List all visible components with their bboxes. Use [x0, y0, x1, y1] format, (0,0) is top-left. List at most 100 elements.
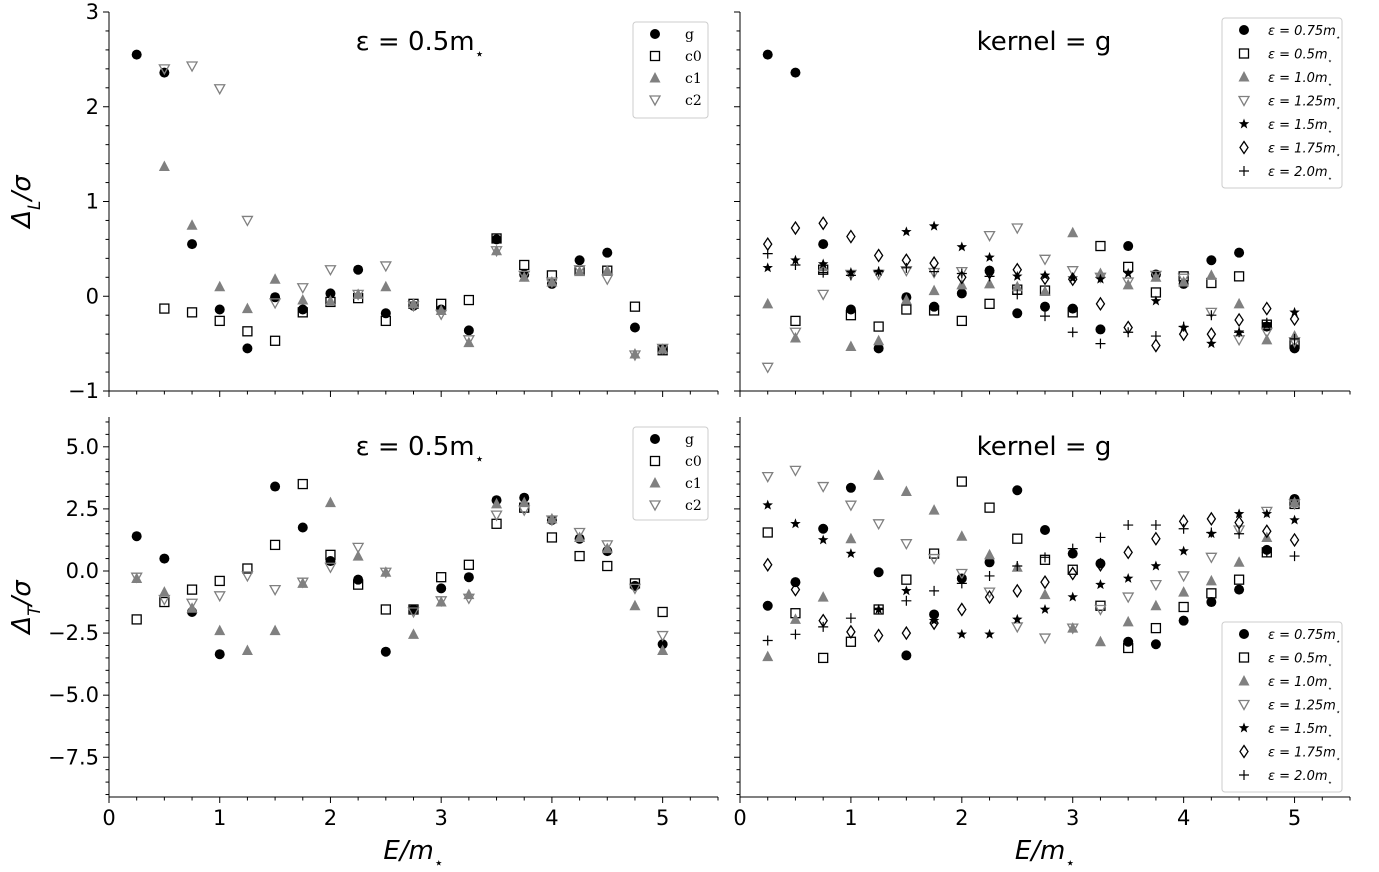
series-2-point-12 — [491, 244, 503, 256]
x-tick-label: 2 — [955, 806, 968, 830]
series-6-point-14 — [1150, 331, 1161, 342]
series-4-point-6 — [928, 220, 940, 231]
series-1-point-11 — [463, 294, 475, 306]
series-1-point-17 — [1233, 574, 1245, 585]
series-1-point-16 — [574, 550, 585, 562]
series-5-point-3 — [846, 229, 856, 244]
series-4-point-0 — [762, 499, 773, 510]
series-3-point-18 — [628, 583, 642, 595]
series-5-point-18 — [1262, 524, 1272, 539]
series-2-point-5 — [269, 624, 281, 636]
series-2-point-3 — [845, 340, 857, 351]
series-2-point-7 — [956, 530, 968, 541]
legend-marker-4-point-0 — [1238, 722, 1250, 733]
series-3-point-9 — [1011, 223, 1024, 235]
series-1-point-0 — [762, 527, 773, 538]
series-3-point-2 — [213, 84, 226, 96]
series-0-point-0 — [131, 49, 142, 60]
series-2-point-16 — [1205, 574, 1217, 586]
series-1-point-5 — [928, 305, 940, 316]
series-2-point-0 — [762, 650, 774, 662]
series-3-point-4 — [872, 519, 885, 531]
series-0-point-15 — [1178, 615, 1189, 626]
series-6 — [762, 248, 1300, 349]
series-0-point-16 — [1206, 597, 1217, 608]
legend-marker-3-point-0 — [1237, 699, 1251, 711]
series-3-point-0 — [761, 471, 774, 483]
series-5-point-3 — [846, 624, 856, 640]
series-3-point-16 — [601, 274, 614, 286]
series-3-point-14 — [518, 505, 531, 517]
series-0-point-10 — [1040, 301, 1050, 312]
series-2-point-5 — [900, 485, 912, 497]
series-0-point-4 — [270, 481, 281, 492]
x-tick-label: 2 — [324, 806, 337, 830]
series-0-point-10 — [1040, 525, 1050, 536]
series-3-point-16 — [573, 527, 586, 539]
series-6-point-9 — [1012, 561, 1023, 572]
series-2-point-6 — [928, 504, 940, 515]
series-2-point-11 — [463, 336, 475, 348]
y-tick-label: 3 — [86, 0, 99, 24]
series-1-point-15 — [1178, 601, 1189, 613]
series-6-point-11 — [1067, 327, 1078, 338]
series-0-point-3 — [845, 304, 856, 315]
series-6-point-3 — [845, 613, 856, 624]
series-4-point-10 — [1039, 269, 1051, 280]
series-3-point-11 — [435, 596, 448, 608]
series-1-point-2 — [818, 652, 829, 664]
series-3-point-7 — [955, 266, 968, 278]
legend-label: ε = 0.75m⋆ — [1268, 24, 1341, 42]
series-4-point-10 — [1039, 603, 1051, 614]
series-3-point-15 — [573, 265, 586, 277]
series-0-point-5 — [270, 292, 281, 303]
series-5-point-7 — [957, 270, 967, 285]
series-4-point-18 — [1261, 508, 1273, 519]
series-1-point-8 — [984, 502, 995, 513]
legend: ε = 0.75m⋆ ε = 0.5m⋆ ε = 1.0m⋆ ε = 1.25m⋆ ε … — [1221, 17, 1343, 189]
series-1-point-9 — [1012, 533, 1023, 544]
y-tick-label: 5.0 — [66, 435, 99, 459]
series-4-point-19 — [1289, 514, 1300, 525]
series-4-point-0 — [762, 262, 773, 273]
x-tick-label: 3 — [1066, 806, 1079, 830]
series-3-point-13 — [1122, 592, 1135, 604]
series-0-point-3 — [845, 482, 856, 493]
series-1-point-16 — [1206, 588, 1217, 599]
series-4-point-2 — [817, 258, 829, 269]
legend-marker-1-point-0 — [649, 455, 661, 467]
series-3-point-13 — [490, 510, 503, 522]
series-2-point-13 — [1122, 278, 1134, 290]
legend-label: ε = 1.75m⋆ — [1268, 746, 1341, 764]
series-4-point-8 — [984, 251, 995, 262]
series-0 — [131, 481, 668, 660]
series-2-point-10 — [1039, 588, 1051, 600]
series-6-point-14 — [1150, 520, 1161, 531]
series-2-point-10 — [408, 628, 419, 639]
series-2-point-5 — [297, 294, 309, 305]
series-2-point-19 — [657, 644, 669, 655]
series-0-point-12 — [463, 325, 474, 336]
series-4-point-7 — [956, 628, 968, 639]
series-3-point-16 — [1205, 552, 1218, 564]
series-3-point-4 — [268, 298, 282, 310]
series-0-point-16 — [574, 255, 585, 266]
series-2-point-8 — [352, 550, 364, 561]
legend-label: ε = 1.0m⋆ — [1268, 675, 1332, 693]
series-2-point-0 — [131, 572, 143, 583]
legend-marker-6-point-0 — [1239, 166, 1249, 176]
series-2-point-1 — [186, 219, 198, 230]
series-5-point-1 — [790, 220, 801, 236]
series-0-point-2 — [818, 523, 829, 534]
series-1-point-13 — [1123, 642, 1134, 654]
series-3-point-15 — [545, 515, 559, 527]
y-axis-label: ΔT/σ — [7, 579, 44, 636]
series-2-point-3 — [214, 624, 226, 636]
series-6-point-5 — [901, 595, 912, 606]
legend-marker-5-point-0 — [1239, 744, 1249, 759]
legend-label: ε = 2.0m⋆ — [1268, 165, 1332, 183]
series-1-point-18 — [629, 578, 641, 589]
series-5-point-14 — [1151, 531, 1161, 546]
series-2-point-8 — [984, 548, 996, 560]
series-0-point-7 — [956, 288, 967, 299]
